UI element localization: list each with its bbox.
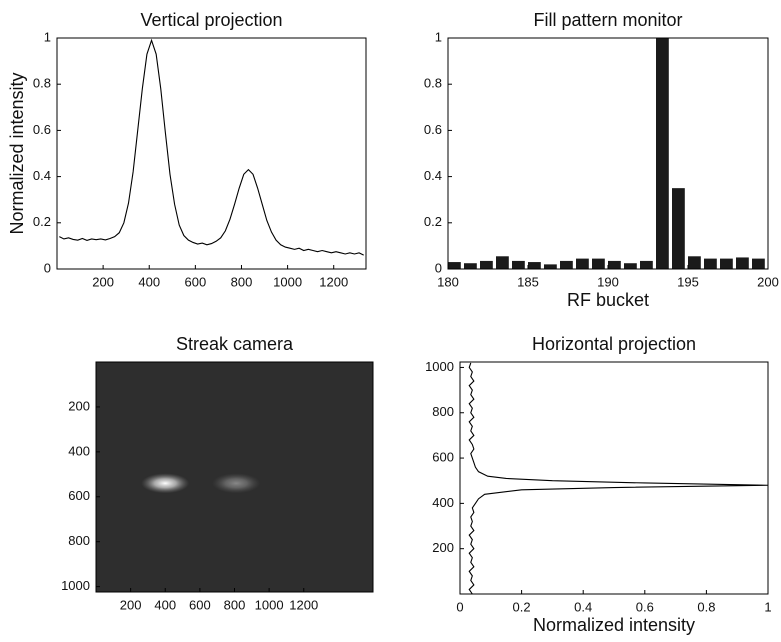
y-tick-label: 1000 <box>61 578 90 593</box>
bar <box>464 263 477 269</box>
y-tick-label: 1000 <box>425 359 454 374</box>
y-tick-label: 0.6 <box>33 122 51 137</box>
y-tick-label: 0.4 <box>424 168 442 183</box>
bar <box>496 256 509 269</box>
bar <box>560 260 573 269</box>
bar <box>688 256 701 269</box>
bar <box>592 258 605 269</box>
y-tick-label: 600 <box>432 450 454 465</box>
y-tick-label: 0 <box>435 260 442 275</box>
x-tick-label: 190 <box>597 274 619 289</box>
y-axis-label: Normalized intensity <box>7 72 27 234</box>
x-tick-label: 1000 <box>273 274 302 289</box>
bar <box>736 257 749 269</box>
y-tick-label: 0.4 <box>33 168 51 183</box>
bar <box>608 260 621 269</box>
bar <box>704 258 717 269</box>
plot-frame <box>56 37 367 270</box>
x-tick-label: 180 <box>437 274 459 289</box>
x-tick-label: 800 <box>231 274 253 289</box>
bar <box>672 188 685 269</box>
chart-title: Fill pattern monitor <box>533 10 682 30</box>
x-tick-label: 0.2 <box>513 599 531 614</box>
bar <box>512 260 525 269</box>
bar <box>656 38 669 269</box>
bar <box>480 260 493 269</box>
x-tick-label: 200 <box>757 274 779 289</box>
bar <box>528 262 541 269</box>
x-tick-label: 1200 <box>289 597 318 612</box>
x-tick-label: 0.8 <box>697 599 715 614</box>
x-tick-label: 0.6 <box>636 599 654 614</box>
plot-frame <box>459 361 769 595</box>
line <box>468 362 769 595</box>
chart-title: Horizontal projection <box>532 334 696 354</box>
x-axis-label: Normalized intensity <box>533 615 695 635</box>
y-tick-label: 0.6 <box>424 122 442 137</box>
x-tick-label: 400 <box>154 597 176 612</box>
x-tick-label: 200 <box>120 597 142 612</box>
x-tick-label: 1000 <box>255 597 284 612</box>
spot <box>212 473 261 494</box>
x-tick-label: 0 <box>456 599 463 614</box>
y-tick-label: 0.8 <box>424 76 442 91</box>
x-tick-label: 200 <box>92 274 114 289</box>
y-tick-label: 0 <box>44 260 51 275</box>
chart-title: Streak camera <box>176 334 294 354</box>
y-tick-label: 600 <box>68 488 90 503</box>
chart-title: Vertical projection <box>140 10 282 30</box>
x-tick-label: 195 <box>677 274 699 289</box>
x-tick-label: 800 <box>224 597 246 612</box>
y-tick-label: 400 <box>68 443 90 458</box>
y-tick-label: 1 <box>435 29 442 44</box>
bar <box>640 260 653 269</box>
x-tick-label: 1 <box>764 599 771 614</box>
plot-background <box>57 38 366 269</box>
bar <box>576 258 589 269</box>
bar <box>624 263 637 269</box>
y-tick-label: 800 <box>68 533 90 548</box>
bar <box>448 262 461 269</box>
y-tick-label: 800 <box>432 404 454 419</box>
plot-background <box>460 362 768 594</box>
x-tick-label: 400 <box>138 274 160 289</box>
y-tick-label: 200 <box>68 398 90 413</box>
y-tick-label: 0.2 <box>33 214 51 229</box>
x-tick-label: 600 <box>189 597 211 612</box>
spot <box>141 473 190 494</box>
bar <box>752 258 765 269</box>
y-tick-label: 0.2 <box>424 214 442 229</box>
y-tick-label: 400 <box>432 495 454 510</box>
plot-background <box>448 38 768 269</box>
x-tick-label: 600 <box>185 274 207 289</box>
y-tick-label: 200 <box>432 540 454 555</box>
x-tick-label: 1200 <box>319 274 348 289</box>
y-tick-label: 1 <box>44 29 51 44</box>
x-axis-label: RF bucket <box>567 290 649 310</box>
x-tick-label: 0.4 <box>574 599 592 614</box>
line <box>59 38 364 256</box>
x-tick-label: 185 <box>517 274 539 289</box>
bar <box>544 264 557 269</box>
y-tick-label: 0.8 <box>33 76 51 91</box>
bar <box>720 258 733 269</box>
